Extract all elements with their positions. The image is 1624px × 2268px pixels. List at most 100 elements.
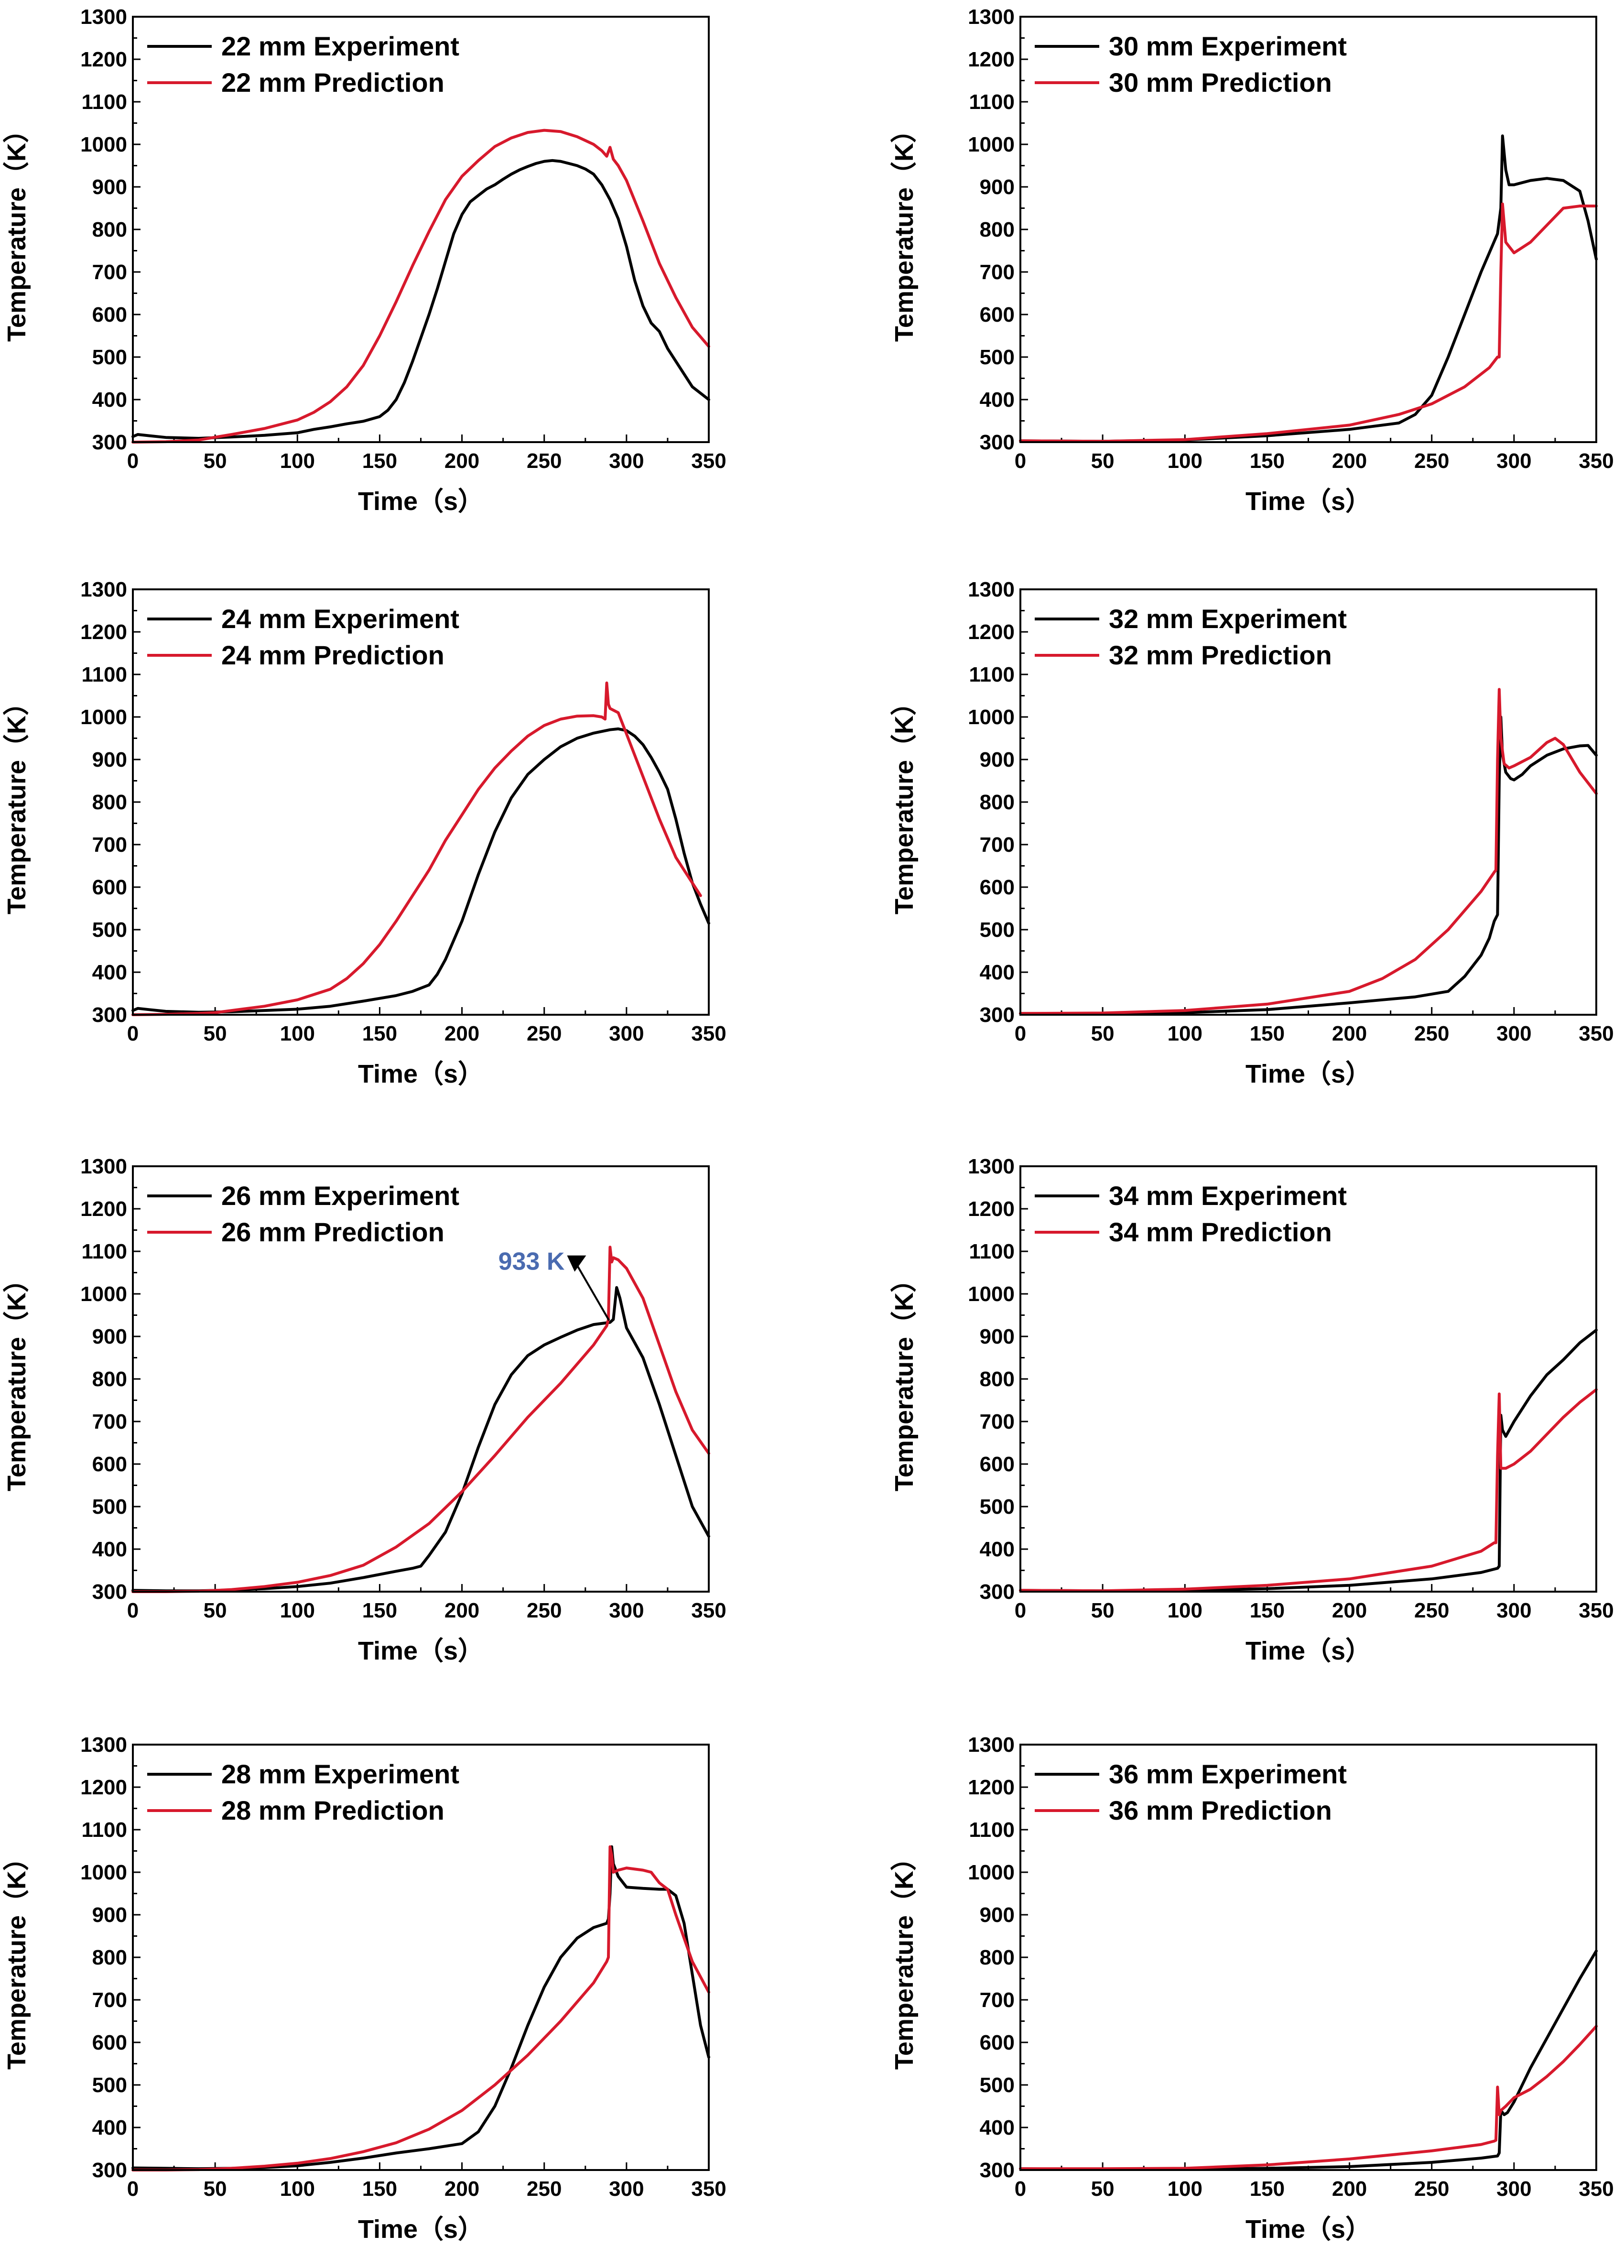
y-tick-label: 1100: [82, 663, 127, 686]
plot-frame: [1019, 1744, 1597, 2171]
x-tick-label: 0: [127, 449, 139, 473]
y-tick-label: 400: [92, 2116, 127, 2139]
y-tick-label: 1000: [80, 133, 127, 156]
chart-panel-5: 300 400 500 600 700 800 900 1000 1100 1200 1300 0 50…: [2, 1155, 726, 1665]
y-tick-label: 1100: [82, 1240, 127, 1263]
series-line-experiment: [1019, 1949, 1598, 2171]
y-tick-label: 1000: [968, 133, 1015, 156]
y-tick-label: 1000: [968, 1861, 1015, 1884]
legend-label: 22 mm Prediction: [221, 67, 444, 98]
x-tick-label: 50: [204, 1599, 227, 1622]
x-tick-label: 250: [1414, 1599, 1449, 1622]
x-tick-label: 100: [280, 1599, 315, 1622]
y-tick-label: 500: [980, 2073, 1015, 2097]
x-axis-title: Time（s）: [1245, 487, 1371, 516]
x-tick-label: 250: [527, 2177, 562, 2201]
y-tick-label: 1300: [80, 5, 127, 29]
y-tick-label: 1200: [968, 1776, 1015, 1799]
y-tick-label: 1300: [968, 578, 1015, 601]
y-tick-label: 1300: [968, 5, 1015, 29]
x-tick-label: 50: [1091, 1022, 1115, 1045]
series-line-experiment: [1019, 134, 1598, 443]
legend-label: 28 mm Experiment: [221, 1759, 459, 1789]
y-tick-label: 900: [92, 748, 127, 771]
x-tick-label: 0: [127, 1599, 139, 1622]
x-tick-label: 0: [1015, 449, 1026, 473]
chart-panel-3: 300 400 500 600 700 800 900 1000 1100 1200 1300 0 50…: [2, 578, 726, 1088]
legend-label: 36 mm Experiment: [1109, 1759, 1347, 1789]
x-tick-label: 250: [1414, 449, 1449, 473]
x-tick-label: 150: [1250, 1599, 1285, 1622]
x-tick-label: 300: [1496, 1599, 1531, 1622]
y-tick-label: 500: [92, 346, 127, 369]
y-tick-label: 900: [980, 175, 1015, 199]
series-line-experiment: [131, 727, 710, 1014]
y-tick-label: 400: [980, 388, 1015, 412]
x-tick-label: 100: [280, 1022, 315, 1045]
x-tick-label: 200: [444, 1022, 479, 1045]
x-tick-label: 200: [1332, 1022, 1367, 1045]
y-tick-label: 900: [980, 1325, 1015, 1348]
x-tick-label: 200: [444, 449, 479, 473]
y-axis-title: Temperature（K）: [890, 690, 919, 914]
legend-label: 24 mm Prediction: [221, 640, 444, 670]
y-tick-label: 700: [980, 1988, 1015, 2012]
y-tick-label: 1000: [80, 1282, 127, 1306]
plot-frame: [132, 588, 710, 1016]
legend-label: 34 mm Experiment: [1109, 1181, 1347, 1211]
y-tick-label: 900: [92, 1903, 127, 1927]
x-tick-label: 50: [1091, 2177, 1115, 2201]
series-line-experiment: [1019, 1328, 1598, 1593]
y-tick-label: 1000: [968, 1282, 1015, 1306]
x-tick-label: 50: [1091, 1599, 1115, 1622]
series-line-prediction: [1019, 202, 1598, 443]
x-tick-label: 250: [1414, 1022, 1449, 1045]
legend-label: 32 mm Prediction: [1109, 640, 1332, 670]
x-tick-label: 350: [691, 1022, 726, 1045]
x-tick-label: 350: [691, 1599, 726, 1622]
y-axis-title: Temperature（K）: [890, 1845, 919, 2070]
y-tick-label: 1100: [969, 663, 1015, 686]
x-tick-label: 0: [127, 2177, 139, 2201]
chart-panel-4: 300 400 500 600 700 800 900 1000 1100 1200 1300 0 50…: [890, 578, 1614, 1088]
y-tick-label: 700: [92, 1410, 127, 1433]
y-tick-label: 700: [980, 833, 1015, 857]
y-tick-label: 300: [980, 1003, 1015, 1027]
y-tick-label: 300: [980, 1580, 1015, 1604]
chart-panel-8: 300 400 500 600 700 800 900 1000 1100 1200 1300 0 50…: [890, 1733, 1614, 2244]
x-tick-label: 0: [1015, 1599, 1026, 1622]
legend-label: 30 mm Prediction: [1109, 67, 1332, 98]
y-tick-label: 700: [92, 260, 127, 284]
y-axis-title: Temperature（K）: [2, 117, 31, 342]
y-tick-label: 1100: [82, 1818, 127, 1842]
series-line-prediction: [131, 681, 702, 1016]
y-tick-label: 400: [980, 1538, 1015, 1561]
plot-frame: [1019, 588, 1597, 1016]
x-tick-label: 300: [609, 1022, 644, 1045]
y-tick-label: 600: [92, 2031, 127, 2054]
y-tick-label: 400: [92, 961, 127, 984]
y-tick-label: 800: [980, 218, 1015, 241]
x-tick-label: 150: [362, 1599, 397, 1622]
y-tick-label: 900: [92, 1325, 127, 1348]
y-tick-label: 700: [92, 1988, 127, 2012]
x-tick-label: 300: [1496, 449, 1531, 473]
x-tick-label: 0: [127, 1022, 139, 1045]
annotation-arrow-head: [567, 1255, 586, 1272]
y-tick-label: 700: [92, 833, 127, 857]
series-line-experiment: [131, 1286, 710, 1593]
x-tick-label: 50: [204, 449, 227, 473]
annotation-label: 933 K: [498, 1248, 565, 1276]
series-line-experiment: [1019, 716, 1598, 1016]
y-tick-label: 1300: [968, 1733, 1015, 1757]
y-tick-label: 500: [980, 918, 1015, 942]
x-tick-label: 100: [280, 449, 315, 473]
x-axis-title: Time（s）: [358, 1637, 484, 1665]
x-tick-label: 150: [1250, 1022, 1285, 1045]
y-tick-label: 400: [980, 961, 1015, 984]
y-tick-label: 400: [980, 2116, 1015, 2139]
x-tick-label: 150: [1250, 2177, 1285, 2201]
x-tick-label: 150: [1250, 449, 1285, 473]
x-tick-label: 250: [527, 449, 562, 473]
x-tick-label: 300: [1496, 2177, 1531, 2201]
